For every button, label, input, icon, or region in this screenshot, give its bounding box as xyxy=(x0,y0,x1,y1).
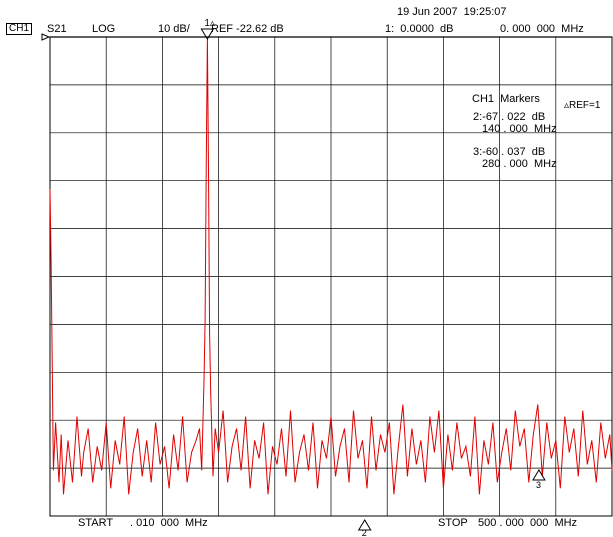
trace-line xyxy=(49,36,613,495)
channel-badge[interactable]: CH1 xyxy=(6,23,33,35)
reference-pointer-icon xyxy=(41,33,51,41)
marker-table-title: CH1 Markers xyxy=(472,93,540,105)
marker-1-label: 1▵ xyxy=(204,18,215,29)
active-marker-value: 1: 0.0000 dB xyxy=(385,23,454,35)
marker-2-icon xyxy=(357,519,372,531)
active-marker-frequency: 0. 000 000 MHz xyxy=(500,23,584,35)
marker-2-frequency: 140 . 000 MHz xyxy=(482,123,557,135)
s-parameter[interactable]: S21 xyxy=(47,23,67,35)
start-frequency: . 010 000 MHz xyxy=(130,517,208,529)
marker-ref-mode: ▵REF=1 xyxy=(564,100,601,111)
marker-3-label: 3 xyxy=(536,480,541,490)
marker-1-icon xyxy=(200,28,215,40)
display-format[interactable]: LOG xyxy=(92,23,116,35)
timestamp: 19 Jun 2007 19:25:07 xyxy=(397,6,507,18)
reference-level[interactable]: REF -22.62 dB xyxy=(211,23,284,35)
marker-3-frequency: 280 . 000 MHz xyxy=(482,158,557,170)
marker-2-value: 2:-67 . 022 dB xyxy=(473,111,546,123)
stop-frequency: 500 . 000 000 MHz xyxy=(478,517,578,529)
marker-3-value: 3:-60 . 037 dB xyxy=(473,146,546,158)
marker-3-icon xyxy=(532,469,546,481)
scale-per-div[interactable]: 10 dB/ xyxy=(158,23,190,35)
marker-2-label: 2 xyxy=(362,528,367,537)
start-label: START xyxy=(78,517,114,529)
stop-label: STOP xyxy=(438,517,468,529)
